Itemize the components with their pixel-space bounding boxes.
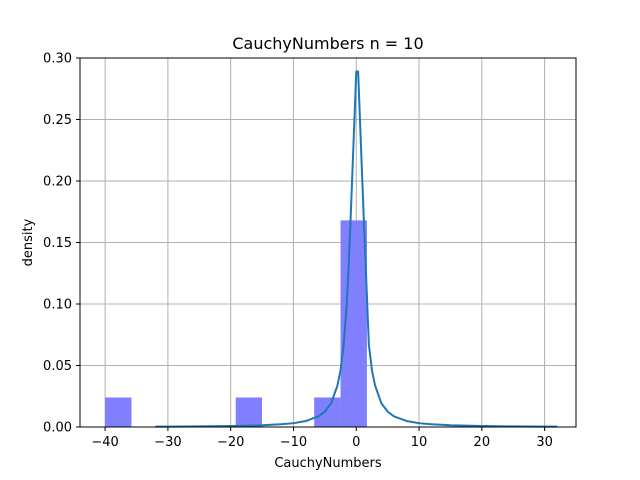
- y-axis-label: density: [21, 218, 36, 266]
- line-layer: [155, 70, 558, 428]
- y-tick-label: 0.30: [43, 52, 72, 67]
- x-tick-label: 20: [474, 435, 491, 450]
- x-tick-label: −40: [91, 435, 118, 450]
- x-tick-label: −30: [154, 435, 181, 450]
- x-tick-label: 30: [536, 435, 553, 450]
- histogram-bar: [235, 397, 263, 427]
- x-tick-label: −20: [217, 435, 244, 450]
- ticks-layer: −40 −30 −20 −10 0 10 20 30 0.00 0.05 0.10 0.15 0.20 0…: [43, 52, 553, 451]
- y-tick-label: 0.25: [43, 113, 72, 128]
- histogram-bar: [105, 397, 132, 427]
- x-tick-label: 0: [352, 435, 360, 450]
- histogram-bar: [314, 397, 341, 427]
- y-tick-label: 0.15: [43, 236, 72, 251]
- y-tick-label: 0.10: [43, 298, 72, 313]
- x-axis-label: CauchyNumbers: [274, 456, 382, 471]
- density-curve: [155, 70, 558, 428]
- x-tick-label: 10: [411, 435, 428, 450]
- y-tick-label: 0.00: [43, 421, 72, 436]
- y-tick-label: 0.20: [43, 175, 72, 190]
- y-tick-label: 0.05: [43, 359, 72, 374]
- chart-title: CauchyNumbers n = 10: [232, 34, 423, 53]
- x-tick-label: −10: [280, 435, 307, 450]
